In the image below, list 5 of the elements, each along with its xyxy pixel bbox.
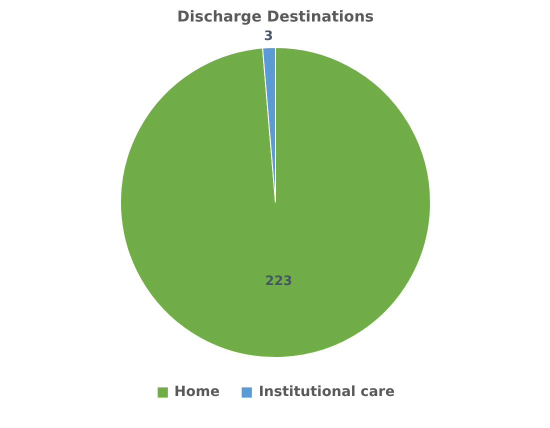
legend-label: Home — [174, 384, 220, 400]
data-label: 223 — [265, 274, 292, 289]
chart-title: Discharge Destinations — [177, 8, 374, 26]
legend-label: Institutional care — [258, 384, 395, 400]
data-label: 3 — [264, 29, 274, 44]
